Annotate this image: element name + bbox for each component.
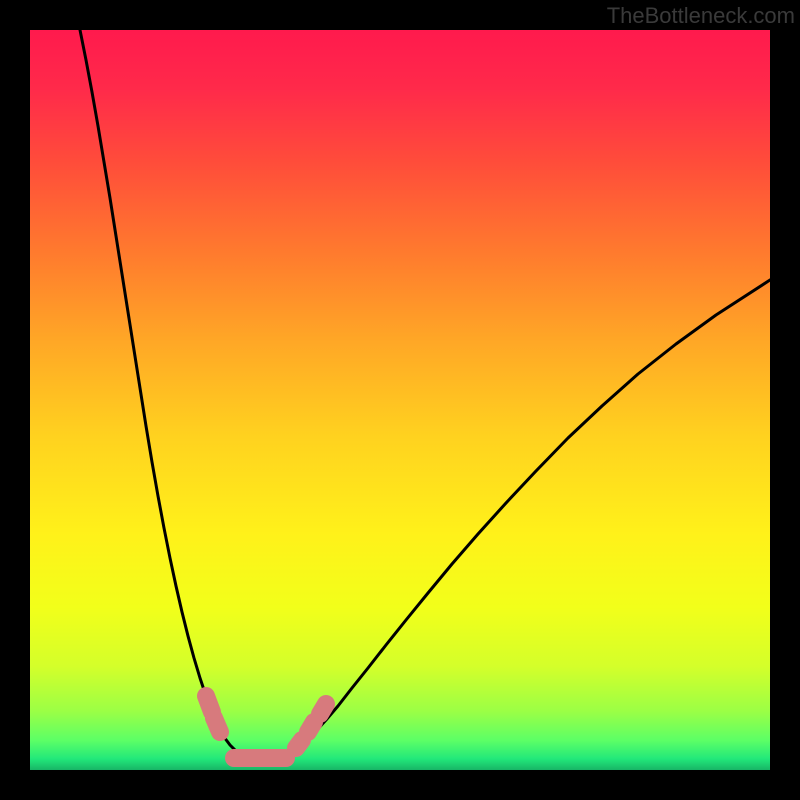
chart-outer-frame: TheBottleneck.com bbox=[0, 0, 800, 800]
curve-right bbox=[260, 280, 770, 758]
marker-pill bbox=[214, 718, 220, 732]
marker-pill bbox=[308, 722, 314, 732]
plot-svg bbox=[30, 30, 770, 770]
marker-pill bbox=[296, 740, 302, 748]
curve-left bbox=[80, 30, 260, 758]
marker-group bbox=[206, 696, 326, 758]
plot-area bbox=[30, 30, 770, 770]
watermark-text: TheBottleneck.com bbox=[607, 3, 795, 29]
marker-pill bbox=[320, 704, 326, 714]
